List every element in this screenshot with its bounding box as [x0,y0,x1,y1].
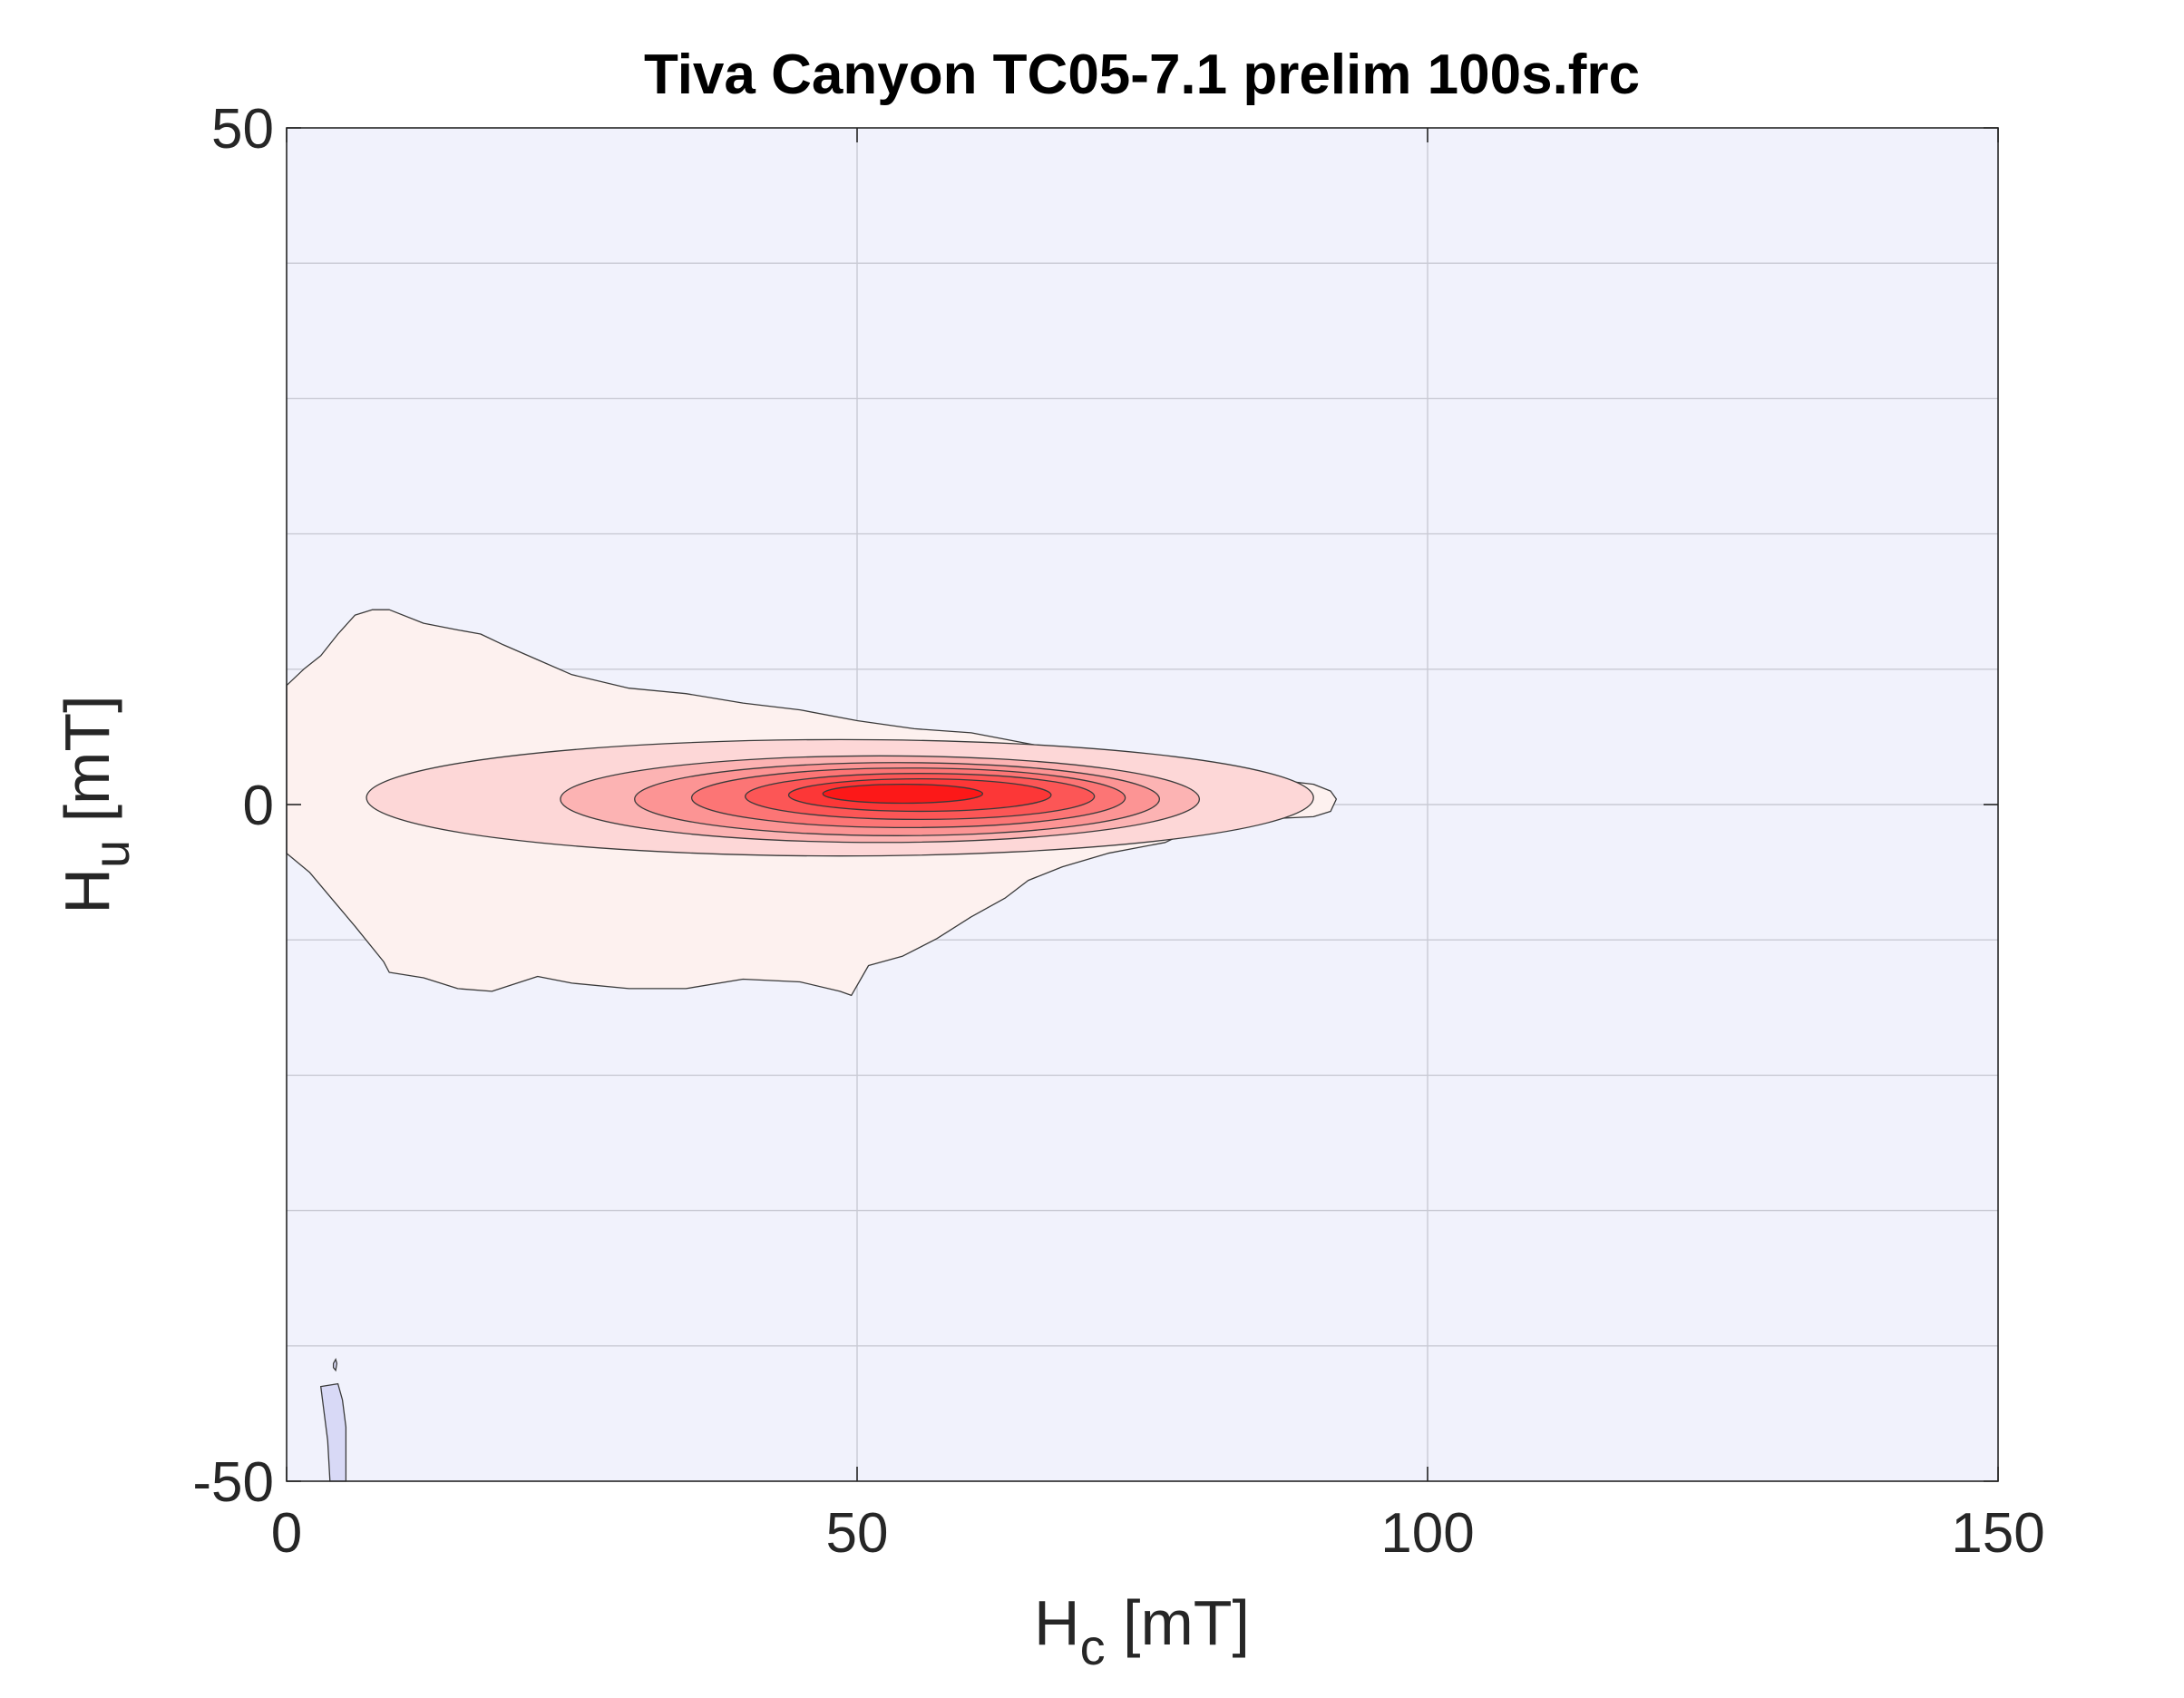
x-tick-label-0: 0 [271,1502,302,1565]
x-axis-label-sub: c [1080,1618,1106,1675]
x-tick-label-150: 150 [1951,1502,2044,1565]
y-axis-label: Hu [mT] [52,695,140,913]
y-axis-label-main: H [52,868,122,914]
x-axis-label: Hc [mT] [1034,1587,1250,1675]
y-tick-label--50: -50 [192,1451,274,1514]
x-tick-label-50: 50 [826,1502,889,1565]
y-tick-label-0: 0 [243,775,274,837]
contour-level-8 [822,783,984,805]
chart-title: Tiva Canyon TC05-7.1 prelim 100s.frc [644,44,1640,106]
contour-layer [286,609,1338,1482]
x-tick-label-100: 100 [1380,1502,1474,1565]
x-axis-label-unit: [mT] [1106,1587,1250,1658]
y-axis-label-sub: u [83,840,140,868]
negative-contour-2 [332,1358,338,1372]
y-tick-label-50: 50 [211,98,274,161]
y-axis-label-unit: [mT] [52,695,122,839]
x-axis-label-main: H [1034,1587,1080,1658]
grid-layer [287,128,1998,1481]
